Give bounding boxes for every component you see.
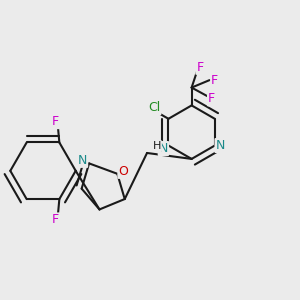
Text: F: F xyxy=(52,213,59,226)
Text: N: N xyxy=(159,142,168,155)
Text: Cl: Cl xyxy=(148,101,160,114)
Text: H: H xyxy=(153,141,161,151)
Text: O: O xyxy=(118,165,128,178)
Text: F: F xyxy=(52,115,59,128)
Text: F: F xyxy=(211,74,218,87)
Text: N: N xyxy=(78,154,87,167)
Text: N: N xyxy=(215,139,225,152)
Text: F: F xyxy=(196,61,203,74)
Text: F: F xyxy=(208,92,215,105)
